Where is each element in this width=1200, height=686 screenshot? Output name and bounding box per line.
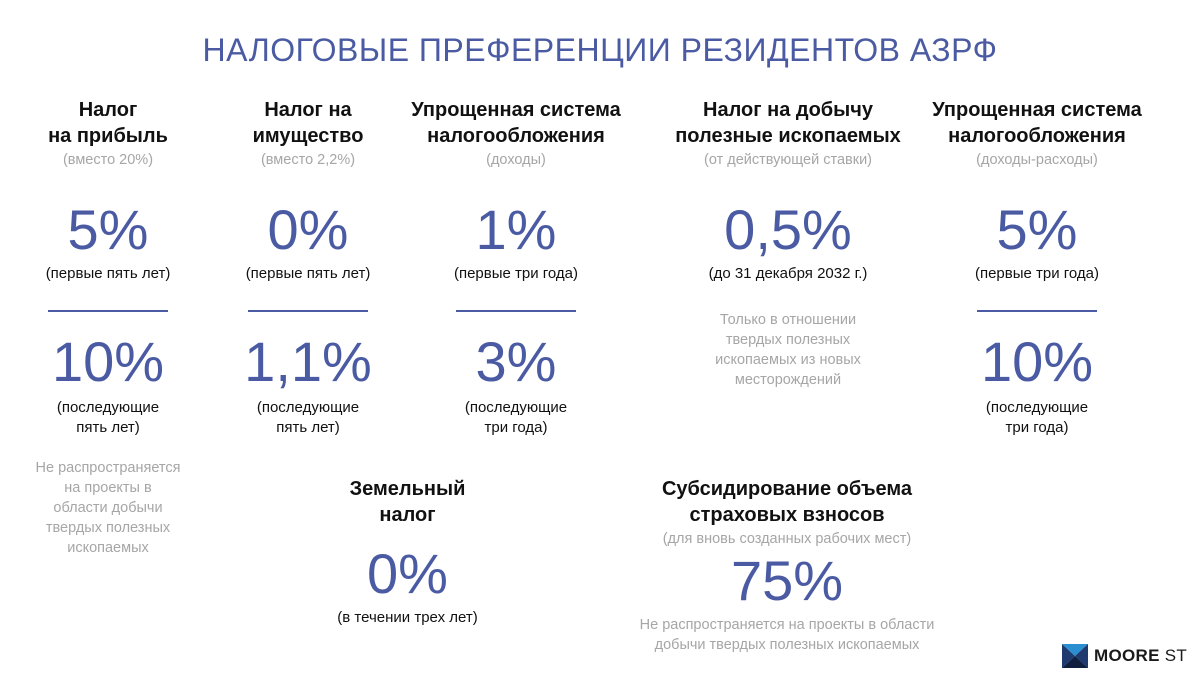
mineral-tax-block: Налог на добычу полезные ископаемых (от … xyxy=(658,97,918,284)
simplified-income-note: (доходы) xyxy=(486,152,546,168)
property-tax-first-rate: 0% xyxy=(267,198,349,261)
simplified-income-expense-note: (доходы-расходы) xyxy=(976,152,1098,168)
mineral-tax-period: (до 31 декабря 2032 г.) xyxy=(708,265,868,282)
property-tax-block: Налог на имущество (вместо 2,2%) 0% (пер… xyxy=(228,97,388,284)
simplified-income-expense-second-rate: 10% xyxy=(980,330,1094,393)
land-tax-rate: 0% xyxy=(367,542,448,605)
insurance-subsidy-block: Субсидирование объема страховых взносов … xyxy=(617,476,957,655)
profit-tax-heading: Налог на прибыль xyxy=(48,99,168,147)
property-tax-second-period: (последующие пять лет) xyxy=(256,399,360,436)
mineral-tax-heading: Налог на добычу полезные ископаемых xyxy=(675,99,901,147)
profit-tax-first-period: (первые пять лет) xyxy=(45,265,171,282)
simplified-income-expense-second-block: 10% (последующие три года) xyxy=(922,330,1152,438)
insurance-subsidy-footnote: Не распространяется на проекты в области… xyxy=(639,617,935,653)
simplified-income-expense-second-period: (последующие три года) xyxy=(985,399,1089,436)
property-tax-second-block: 1,1% (последующие пять лет) xyxy=(228,330,388,438)
property-tax-first-period: (первые пять лет) xyxy=(245,265,371,282)
mineral-tax-rate: 0,5% xyxy=(724,198,852,261)
mineral-tax-footnote: Только в отношении твердых полезных иско… xyxy=(715,312,861,388)
profit-tax-block: Налог на прибыль (вместо 20%) 5% (первые… xyxy=(28,97,188,284)
simplified-income-divider xyxy=(456,310,576,312)
mineral-tax-note: (от действующей ставки) xyxy=(704,152,872,168)
profit-tax-second-rate: 10% xyxy=(51,330,165,393)
profit-tax-divider xyxy=(48,310,168,312)
simplified-income-second-rate: 3% xyxy=(475,330,557,393)
moore-logo-icon xyxy=(1062,644,1088,668)
simplified-income-expense-heading: Упрощенная система налогообложения xyxy=(932,99,1142,147)
land-tax-heading: Земельный налог xyxy=(349,478,466,526)
insurance-subsidy-heading: Субсидирование объема страховых взносов xyxy=(661,478,913,526)
profit-tax-second-period: (последующие пять лет) xyxy=(56,399,160,436)
profit-tax-note: (вместо 20%) xyxy=(62,152,154,168)
property-tax-divider xyxy=(248,310,368,312)
property-tax-second-rate: 1,1% xyxy=(244,330,372,393)
simplified-income-expense-first-period: (первые три года) xyxy=(974,265,1100,282)
simplified-income-expense-block: Упрощенная система налогообложения (дохо… xyxy=(922,97,1152,284)
simplified-income-block: Упрощенная система налогообложения (дохо… xyxy=(401,97,631,284)
simplified-income-first-period: (первые три года) xyxy=(453,265,579,282)
property-tax-note: (вместо 2,2%) xyxy=(260,152,356,168)
profit-tax-first-rate: 5% xyxy=(67,198,149,261)
insurance-subsidy-note: (для вновь созданных рабочих мест) xyxy=(662,531,912,547)
simplified-income-expense-divider xyxy=(977,310,1097,312)
moore-logo: MOORE ST xyxy=(1062,644,1187,668)
land-tax-period: (в течении трех лет) xyxy=(337,609,478,626)
property-tax-heading: Налог на имущество xyxy=(252,99,364,147)
simplified-income-first-rate: 1% xyxy=(475,198,557,261)
moore-logo-text: MOORE ST xyxy=(1094,646,1188,665)
insurance-subsidy-rate: 75% xyxy=(730,549,844,612)
profit-tax-second-block: 10% (последующие пять лет) xyxy=(28,330,188,438)
simplified-income-expense-first-rate: 5% xyxy=(996,198,1078,261)
page-title: НАЛОГОВЫЕ ПРЕФЕРЕНЦИИ РЕЗИДЕНТОВ АЗРФ xyxy=(202,32,998,68)
simplified-income-second-block: 3% (последующие три года) xyxy=(401,330,631,438)
simplified-income-heading: Упрощенная система налогообложения xyxy=(411,99,621,147)
land-tax-block: Земельный налог 0% (в течении трех лет) xyxy=(305,476,510,628)
simplified-income-second-period: (последующие три года) xyxy=(464,399,568,436)
profit-tax-footnote: Не распространяется на проекты в области… xyxy=(35,460,181,556)
